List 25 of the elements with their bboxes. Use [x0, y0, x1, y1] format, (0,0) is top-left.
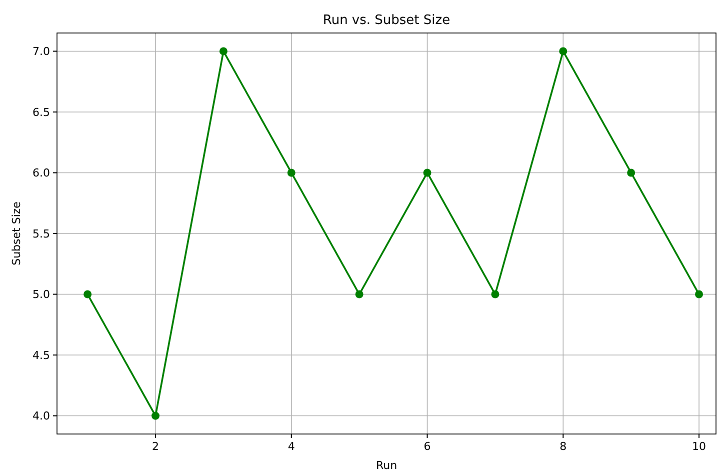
point	[152, 412, 160, 420]
x-tick-label: 2	[152, 440, 160, 453]
point	[627, 168, 636, 177]
x-axis-title: Run	[376, 459, 398, 472]
point	[491, 290, 500, 298]
point	[84, 290, 92, 298]
x-tick-label: 10	[692, 440, 706, 453]
point	[423, 168, 432, 177]
point	[695, 290, 704, 298]
y-tick-label: 5.0	[32, 288, 50, 302]
y-axis-title: Subset Size	[10, 201, 23, 266]
x-tick-label: 4	[288, 440, 295, 453]
x-tick-label: 8	[560, 440, 567, 453]
point	[287, 168, 296, 177]
point	[355, 290, 364, 298]
point	[559, 47, 568, 56]
y-tick-label: 6.5	[32, 106, 50, 119]
y-tick-label: 6.0	[32, 166, 50, 180]
y-tick-label: 5.5	[32, 227, 50, 240]
point	[219, 47, 228, 56]
y-tick-label: 4.5	[32, 348, 50, 362]
y-tick-label: 4.0	[32, 410, 50, 423]
y-tick-label: 7.0	[32, 45, 50, 58]
x-tick-label: 6	[424, 440, 431, 453]
chart-title: Run vs. Subset Size	[322, 13, 450, 28]
